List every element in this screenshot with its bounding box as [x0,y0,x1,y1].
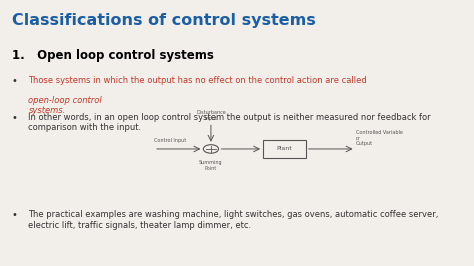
Text: •: • [12,210,18,220]
Text: Control Input: Control Input [154,138,186,143]
Text: Summing
Point: Summing Point [199,160,223,171]
Text: •: • [12,113,18,123]
Text: 1.   Open loop control systems: 1. Open loop control systems [12,49,214,62]
Text: The practical examples are washing machine, light switches, gas ovens, automatic: The practical examples are washing machi… [28,210,439,230]
Text: Those systems in which the output has no effect on the control action are called: Those systems in which the output has no… [28,76,370,85]
Text: Disturbance
Input: Disturbance Input [196,110,226,121]
Text: Controlled Variable
or
Output: Controlled Variable or Output [356,130,403,146]
Text: •: • [12,76,18,86]
Text: open-loop control
systems.: open-loop control systems. [28,96,102,115]
Text: Classifications of control systems: Classifications of control systems [12,13,316,28]
Text: Plant: Plant [276,147,292,151]
Text: In other words, in an open loop control system the output is neither measured no: In other words, in an open loop control … [28,113,431,132]
